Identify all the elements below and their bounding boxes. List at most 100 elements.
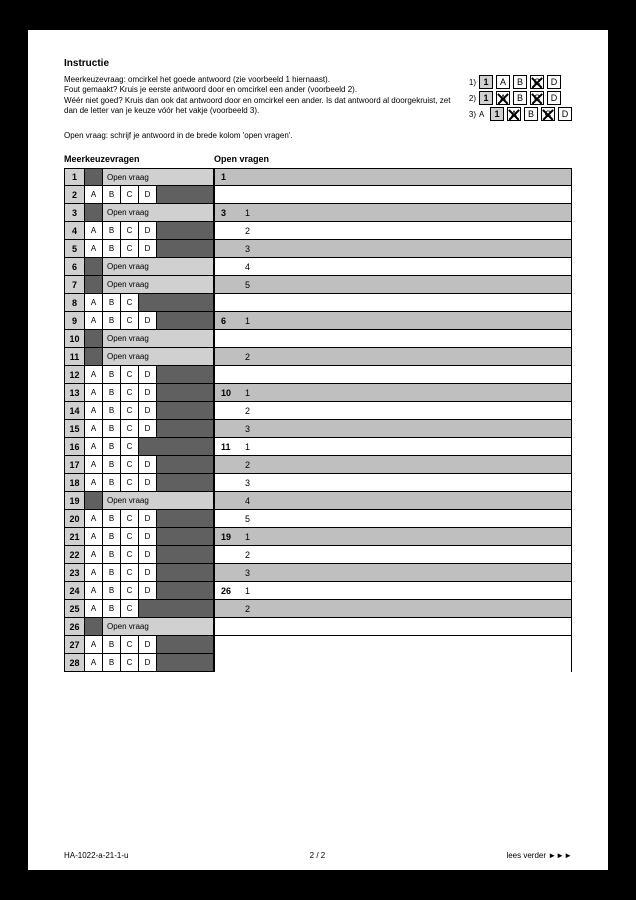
mc-option-cell[interactable]: C bbox=[121, 528, 139, 545]
mc-option-cell[interactable]: D bbox=[139, 240, 157, 257]
open-answer-row[interactable]: 2 bbox=[215, 348, 571, 366]
mc-option-cell[interactable]: D bbox=[139, 636, 157, 653]
mc-option-cell[interactable]: A bbox=[85, 600, 103, 617]
mc-option-cell[interactable]: A bbox=[85, 402, 103, 419]
open-answer-row[interactable]: 1 bbox=[215, 168, 571, 186]
mc-option-cell[interactable]: A bbox=[85, 420, 103, 437]
mc-option-cell[interactable]: A bbox=[85, 582, 103, 599]
mc-option-cell[interactable]: B bbox=[103, 456, 121, 473]
open-answer-row[interactable] bbox=[215, 330, 571, 348]
mc-option-cell[interactable]: D bbox=[139, 312, 157, 329]
mc-option-cell[interactable]: A bbox=[85, 312, 103, 329]
mc-option-cell[interactable]: B bbox=[103, 654, 121, 671]
mc-option-cell[interactable]: C bbox=[121, 474, 139, 491]
open-answer-row[interactable] bbox=[215, 294, 571, 312]
open-answer-row[interactable]: 2 bbox=[215, 456, 571, 474]
mc-option-cell[interactable]: A bbox=[85, 564, 103, 581]
mc-option-cell[interactable]: B bbox=[103, 474, 121, 491]
mc-option-cell[interactable]: D bbox=[139, 186, 157, 203]
mc-option-cell[interactable]: C bbox=[121, 420, 139, 437]
open-answer-row[interactable]: 61 bbox=[215, 312, 571, 330]
mc-option-cell[interactable]: A bbox=[85, 366, 103, 383]
open-answer-row[interactable]: 101 bbox=[215, 384, 571, 402]
mc-option-cell[interactable]: D bbox=[139, 564, 157, 581]
mc-option-cell[interactable]: D bbox=[139, 654, 157, 671]
mc-option-cell[interactable]: A bbox=[85, 186, 103, 203]
mc-option-cell[interactable]: A bbox=[85, 438, 103, 455]
mc-option-cell[interactable]: D bbox=[139, 474, 157, 491]
open-answer-row[interactable] bbox=[215, 366, 571, 384]
mc-option-cell[interactable]: B bbox=[103, 564, 121, 581]
mc-option-cell[interactable]: C bbox=[121, 636, 139, 653]
mc-option-cell[interactable]: C bbox=[121, 600, 139, 617]
mc-option-cell[interactable]: C bbox=[121, 186, 139, 203]
mc-option-cell[interactable]: C bbox=[121, 438, 139, 455]
open-answer-row[interactable]: 3 bbox=[215, 474, 571, 492]
open-answer-row[interactable]: 2 bbox=[215, 402, 571, 420]
mc-option-cell[interactable]: C bbox=[121, 582, 139, 599]
mc-option-cell[interactable]: A bbox=[85, 474, 103, 491]
open-answer-row[interactable]: 31 bbox=[215, 204, 571, 222]
mc-option-cell[interactable]: B bbox=[103, 636, 121, 653]
open-answer-row[interactable]: 2 bbox=[215, 600, 571, 618]
mc-option-cell[interactable]: B bbox=[103, 402, 121, 419]
mc-option-cell[interactable]: B bbox=[103, 420, 121, 437]
open-answer-row[interactable] bbox=[215, 618, 571, 636]
mc-option-cell[interactable]: B bbox=[103, 366, 121, 383]
mc-option-cell[interactable]: B bbox=[103, 438, 121, 455]
mc-option-cell[interactable]: C bbox=[121, 312, 139, 329]
mc-option-cell[interactable]: A bbox=[85, 510, 103, 527]
open-answer-row[interactable]: 3 bbox=[215, 420, 571, 438]
open-answer-row[interactable]: 261 bbox=[215, 582, 571, 600]
mc-option-cell[interactable]: B bbox=[103, 582, 121, 599]
mc-option-cell[interactable]: C bbox=[121, 294, 139, 311]
mc-option-cell[interactable]: C bbox=[121, 546, 139, 563]
mc-option-cell[interactable]: C bbox=[121, 222, 139, 239]
mc-option-cell[interactable]: B bbox=[103, 528, 121, 545]
mc-option-cell[interactable]: D bbox=[139, 402, 157, 419]
mc-option-cell[interactable]: B bbox=[103, 510, 121, 527]
mc-option-cell[interactable]: B bbox=[103, 600, 121, 617]
mc-option-cell[interactable]: B bbox=[103, 384, 121, 401]
mc-option-cell[interactable]: C bbox=[121, 456, 139, 473]
mc-option-cell[interactable]: D bbox=[139, 528, 157, 545]
mc-option-cell[interactable]: B bbox=[103, 240, 121, 257]
mc-option-cell[interactable]: C bbox=[121, 564, 139, 581]
mc-option-cell[interactable]: A bbox=[85, 546, 103, 563]
open-answer-row[interactable] bbox=[215, 186, 571, 204]
mc-option-cell[interactable]: C bbox=[121, 654, 139, 671]
mc-option-cell[interactable]: B bbox=[103, 312, 121, 329]
mc-option-cell[interactable]: D bbox=[139, 456, 157, 473]
mc-option-cell[interactable]: A bbox=[85, 294, 103, 311]
mc-option-cell[interactable]: D bbox=[139, 420, 157, 437]
open-answer-row[interactable]: 3 bbox=[215, 240, 571, 258]
mc-option-cell[interactable]: B bbox=[103, 222, 121, 239]
mc-option-cell[interactable]: C bbox=[121, 384, 139, 401]
open-answer-row[interactable]: 3 bbox=[215, 564, 571, 582]
mc-option-cell[interactable]: C bbox=[121, 402, 139, 419]
mc-option-cell[interactable]: D bbox=[139, 582, 157, 599]
mc-option-cell[interactable]: B bbox=[103, 186, 121, 203]
open-answer-row[interactable]: 2 bbox=[215, 546, 571, 564]
mc-option-cell[interactable]: A bbox=[85, 222, 103, 239]
open-answer-row[interactable]: 4 bbox=[215, 492, 571, 510]
open-answer-row[interactable]: 111 bbox=[215, 438, 571, 456]
mc-option-cell[interactable]: A bbox=[85, 384, 103, 401]
mc-option-cell[interactable]: B bbox=[103, 546, 121, 563]
open-answer-row[interactable]: 191 bbox=[215, 528, 571, 546]
mc-option-cell[interactable]: A bbox=[85, 528, 103, 545]
mc-option-cell[interactable]: C bbox=[121, 366, 139, 383]
mc-option-cell[interactable]: C bbox=[121, 240, 139, 257]
mc-option-cell[interactable]: B bbox=[103, 294, 121, 311]
open-answer-row[interactable]: 5 bbox=[215, 510, 571, 528]
mc-option-cell[interactable]: D bbox=[139, 222, 157, 239]
open-answer-row[interactable]: 2 bbox=[215, 222, 571, 240]
mc-option-cell[interactable]: C bbox=[121, 510, 139, 527]
mc-option-cell[interactable]: D bbox=[139, 384, 157, 401]
mc-option-cell[interactable]: A bbox=[85, 240, 103, 257]
mc-option-cell[interactable]: D bbox=[139, 366, 157, 383]
mc-option-cell[interactable]: A bbox=[85, 636, 103, 653]
mc-option-cell[interactable]: D bbox=[139, 546, 157, 563]
mc-option-cell[interactable]: D bbox=[139, 510, 157, 527]
mc-option-cell[interactable]: A bbox=[85, 456, 103, 473]
